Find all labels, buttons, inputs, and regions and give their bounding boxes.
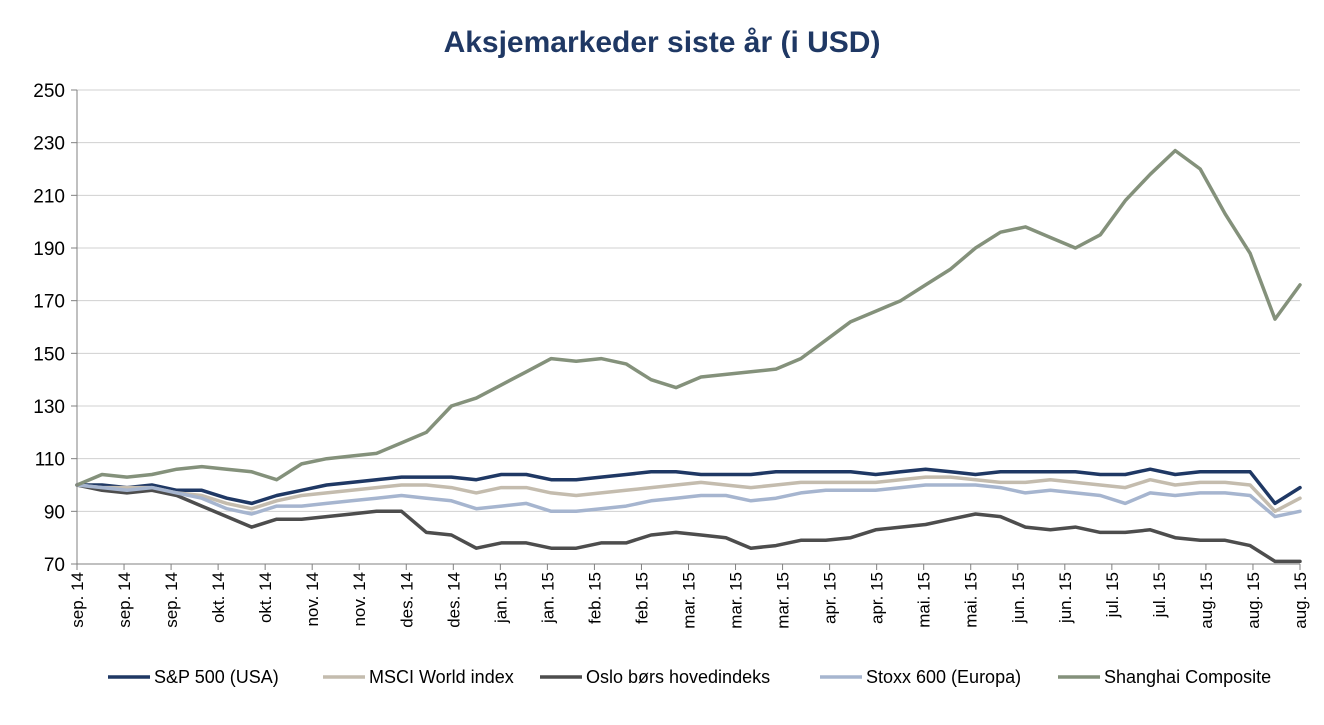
x-tick-label: jun. 15 [1009,572,1028,624]
series-line-2 [75,483,1302,564]
legend-label: Shanghai Composite [1104,667,1271,687]
y-tick-label: 90 [44,502,65,523]
x-tick-label: feb. 15 [585,572,604,624]
x-tick-label: okt. 14 [256,572,275,623]
x-tick-label: apr. 15 [868,572,887,624]
x-tick-label: aug. 15 [1291,572,1310,629]
legend: S&P 500 (USA) MSCI World index Oslo børs h… [108,667,1271,687]
y-tick-label: 130 [33,397,65,418]
series-layer [75,148,1302,564]
axes: 70 90 110 130 150 170 190 210 230 250 sep. 14 sep. … [33,81,1310,629]
x-tick-label: aug. 15 [1197,572,1216,629]
x-tick-label: jun. 15 [1056,572,1075,624]
x-tick-label: sep. 14 [68,572,87,628]
series-line-1 [75,475,1302,514]
x-tick-label: des. 14 [444,572,463,628]
legend-label: Oslo børs hovedindeks [586,667,770,687]
y-tick-label: 170 [33,292,65,313]
series-line-0 [75,467,1302,506]
x-tick-label: mar. 15 [727,572,746,629]
y-tick-label: 70 [44,555,65,576]
legend-label: Stoxx 600 (Europa) [866,667,1021,687]
x-tick-label: okt. 14 [209,572,228,623]
series-line-4 [75,148,1302,487]
x-tick-label: jan. 15 [538,572,557,624]
x-tick-label: nov. 14 [303,572,322,627]
y-tick-label: 110 [35,450,65,471]
x-tick-label: aug. 15 [1244,572,1263,629]
x-tick-label: jul. 15 [1103,572,1122,618]
x-tick-label: sep. 14 [162,572,181,628]
x-tick-label: jul. 15 [1150,572,1169,618]
x-tick-label: des. 14 [397,572,416,628]
x-tick-label: mar. 15 [680,572,699,629]
legend-label: S&P 500 (USA) [154,667,279,687]
y-tick-label: 210 [33,186,65,207]
x-tick-label: mai. 15 [915,572,934,628]
y-tick-label: 250 [33,81,65,102]
x-tick-label: apr. 15 [821,572,840,624]
y-tick-label: 190 [33,239,65,260]
series-line-3 [75,483,1302,519]
legend-label: MSCI World index [369,667,514,687]
x-tick-label: feb. 15 [632,572,651,624]
x-tick-label: jan. 15 [491,572,510,624]
x-tick-label: nov. 14 [350,572,369,627]
y-tick-label: 230 [33,134,65,155]
x-tick-label: sep. 14 [115,572,134,628]
y-tick-label: 150 [33,344,65,365]
chart-title: Aksjemarkeder siste år (i USD) [444,26,881,59]
grid [77,89,1300,512]
x-tick-label: mai. 15 [962,572,981,628]
x-tick-label: mar. 15 [774,572,793,629]
